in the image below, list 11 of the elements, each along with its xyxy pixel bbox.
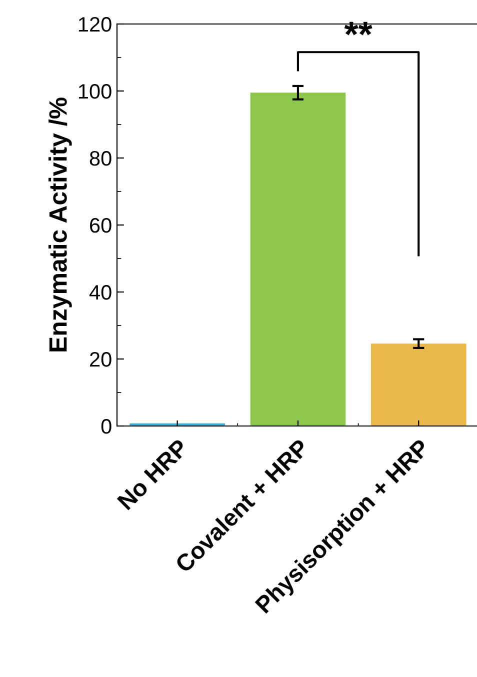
y-tick-label: 120 — [78, 17, 112, 32]
annotation: ** — [344, 22, 372, 36]
y-tick-label: 100 — [78, 84, 112, 99]
y-tick-label: 0 — [101, 419, 112, 434]
y-tick-label: 80 — [90, 151, 112, 166]
y-tick-label: 40 — [89, 285, 112, 300]
y-tick-label: 60 — [90, 218, 112, 233]
bar — [250, 92, 346, 426]
y-axis-title: Enzymatic Activity /% — [48, 98, 72, 352]
y-tick-label: 20 — [90, 352, 112, 367]
bar — [370, 344, 466, 426]
